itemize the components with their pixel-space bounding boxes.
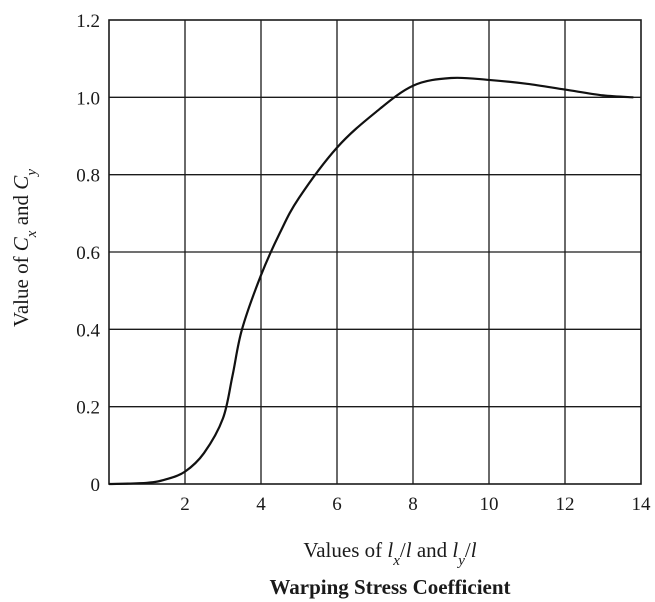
plot-frame bbox=[108, 19, 642, 485]
series-line bbox=[108, 76, 634, 486]
y-tick-label: 0.6 bbox=[76, 243, 100, 264]
x-tick-label: 10 bbox=[480, 494, 499, 515]
x-tick-label: 4 bbox=[256, 494, 266, 515]
y-tick-label: 1.2 bbox=[76, 11, 100, 32]
y-tick-label: 0.8 bbox=[76, 166, 100, 187]
y-tick-label: 1.0 bbox=[76, 88, 100, 109]
y-tick-label: 0.2 bbox=[76, 398, 100, 419]
grid-lines bbox=[108, 19, 642, 485]
x-tick-label: 12 bbox=[556, 494, 575, 515]
y-tick-label: 0 bbox=[91, 475, 101, 496]
x-tick-label: 6 bbox=[332, 494, 342, 515]
chart-title: Warping Stress Coefficient bbox=[269, 575, 510, 599]
y-tick-label: 0.4 bbox=[76, 320, 100, 341]
x-tick-label: 2 bbox=[180, 494, 190, 515]
series bbox=[108, 76, 634, 486]
x-tick-label: 14 bbox=[632, 494, 652, 515]
x-tick-label: 8 bbox=[408, 494, 418, 515]
tick-labels: 2 4 6 8 10 12 14 0 0.2 0.4 0.6 0.8 1.0 1.2 bbox=[76, 11, 651, 515]
x-axis-label: Values of lx/l and ly/l bbox=[303, 538, 476, 569]
y-axis-label: Value of Cx and Cy bbox=[9, 169, 40, 327]
